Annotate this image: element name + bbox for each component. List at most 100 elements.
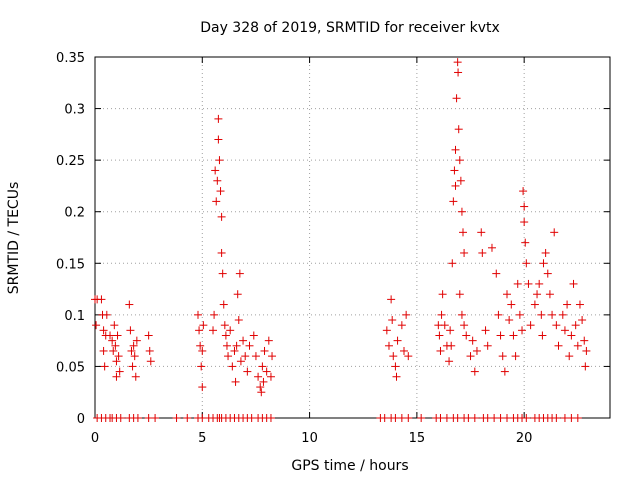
data-point [537,310,546,319]
zero-data-point [404,414,413,422]
data-point [214,135,223,144]
x-tick-label: 5 [198,431,206,446]
data-point [457,310,466,319]
data-point [447,341,456,350]
data-point [220,321,229,330]
data-point [226,326,235,335]
data-point [524,279,533,288]
data-point [472,346,481,355]
data-point [224,352,233,361]
axes [94,56,611,419]
data-point [500,367,509,376]
data-point [581,362,590,371]
zero-data-point [470,414,479,422]
data-point [550,228,559,237]
data-point [99,346,108,355]
data-point [563,300,572,309]
data-point [558,310,567,319]
data-point [236,357,245,366]
data-point [507,300,516,309]
zero-data-point [522,414,531,422]
data-point [219,300,228,309]
data-point [509,331,518,340]
x-tick-label: 10 [301,431,318,446]
data-point [543,269,552,278]
x-tick-label: 0 [91,431,99,446]
data-point [213,176,222,185]
x-axis-label: GPS time / hours [291,458,408,474]
data-point [108,336,117,345]
data-point [455,156,464,165]
data-point [560,326,569,335]
y-axis-label: SRMTID / TECUs [6,182,22,295]
data-point [256,383,265,392]
data-point [520,202,529,211]
data-point [494,310,503,319]
data-point [519,187,528,196]
data-point [462,331,471,340]
data-point [404,352,413,361]
data-point [212,197,221,206]
data-point [211,166,220,175]
data-point [575,300,584,309]
data-point [454,68,463,77]
data-point [144,331,153,340]
data-point [112,372,121,381]
data-points [91,58,591,422]
data-point [218,269,227,278]
data-point [452,94,461,103]
y-tick-label: 0.05 [56,360,85,375]
data-point [454,125,463,134]
data-point [578,316,587,325]
data-point [477,228,486,237]
data-point [115,367,124,376]
data-point [231,377,240,386]
data-point [548,310,557,319]
zero-data-point [151,414,160,422]
data-point [573,341,582,350]
data-point [109,346,118,355]
data-point [530,300,539,309]
data-point [130,352,139,361]
data-point [545,290,554,299]
data-point [449,197,458,206]
data-point [387,295,396,304]
data-point [402,310,411,319]
data-point [249,331,258,340]
data-point [233,290,242,299]
data-point [580,336,589,345]
data-point [128,362,137,371]
data-point [435,331,444,340]
data-point [391,362,400,371]
data-point [503,290,511,299]
data-point [498,352,507,361]
gridlines [95,57,610,418]
data-point [145,346,154,355]
data-point [195,326,204,335]
data-point [114,352,123,361]
zero-data-point [172,414,181,422]
data-point [268,352,277,361]
data-point [257,388,266,397]
data-point [92,321,101,330]
y-tick-label: 0.1 [64,309,85,324]
y-tick-label: 0.15 [56,257,85,272]
data-point [234,316,243,325]
y-tick-label: 0.2 [64,206,85,221]
data-point [194,310,202,319]
data-point [239,336,248,345]
data-point [100,362,109,371]
data-point [541,248,550,257]
data-point [522,259,531,268]
data-point [214,114,223,123]
data-point [446,326,455,335]
plot-frame [94,56,611,419]
x-tick-label: 20 [516,431,533,446]
data-point [511,352,520,361]
data-point [450,166,459,175]
data-point [235,269,244,278]
data-point [515,310,524,319]
data-point [217,212,226,221]
data-point [393,336,402,345]
data-point [565,352,574,361]
